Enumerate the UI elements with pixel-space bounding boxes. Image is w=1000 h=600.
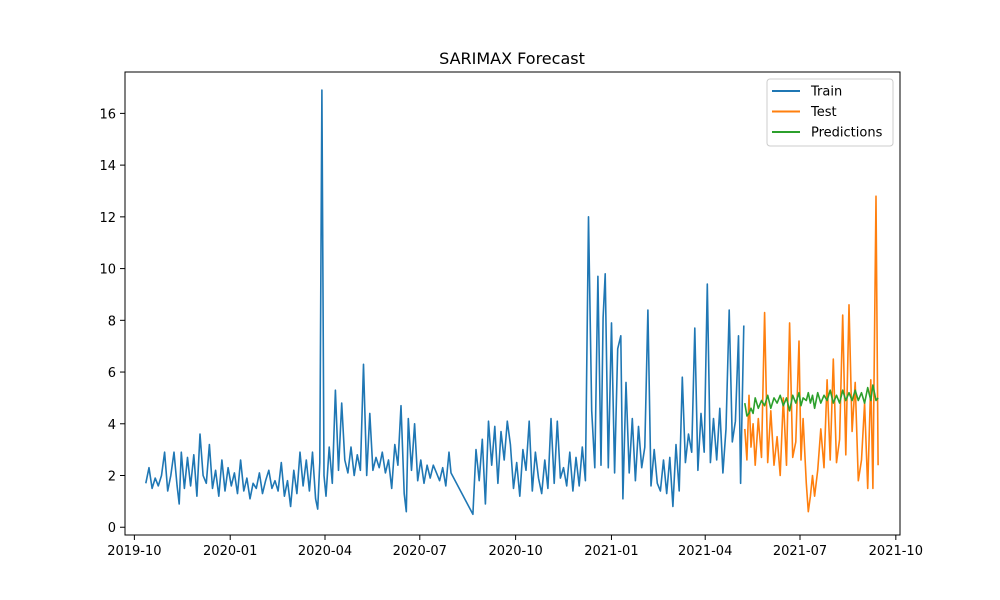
plot-frame (124, 71, 901, 536)
x-tick-label: 2021-01 (584, 544, 638, 559)
x-tick-label: 2020-10 (488, 544, 542, 559)
y-axis: 0 2 4 6 8 10 12 14 16 (99, 107, 125, 536)
plot-area (124, 71, 901, 536)
x-tick-label: 2020-01 (203, 544, 257, 559)
x-axis: 2019-10 2020-01 2020-04 2020-07 2020-10 2021-… (107, 535, 923, 559)
series-line-test (744, 195, 879, 513)
x-tick-label: 2020-04 (298, 544, 352, 559)
legend-label-predictions: Predictions (811, 126, 883, 141)
y-tick-label: 12 (99, 211, 116, 226)
y-tick-label: 0 (108, 521, 116, 536)
x-tick-label: 2019-10 (107, 544, 161, 559)
series-line-train (145, 89, 745, 516)
y-tick-label: 4 (108, 418, 116, 433)
y-tick-label: 10 (99, 263, 116, 278)
legend: Train Test Predictions (766, 78, 894, 147)
chart-title: SARIMAX Forecast (439, 49, 585, 68)
x-tick-label: 2020-07 (393, 544, 447, 559)
x-tick-label: 2021-10 (869, 544, 923, 559)
legend-label-test: Test (810, 105, 837, 120)
y-tick-label: 6 (108, 366, 116, 381)
y-tick-label: 14 (99, 159, 116, 174)
y-tick-label: 16 (99, 107, 116, 122)
y-tick-label: 8 (108, 314, 116, 329)
series-layer (145, 89, 879, 516)
series-line-predictions (744, 384, 879, 417)
x-tick-label: 2021-04 (678, 544, 732, 559)
x-tick-label: 2021-07 (773, 544, 827, 559)
legend-label-train: Train (810, 85, 842, 100)
y-tick-label: 2 (108, 470, 116, 485)
legend-box (766, 78, 894, 147)
